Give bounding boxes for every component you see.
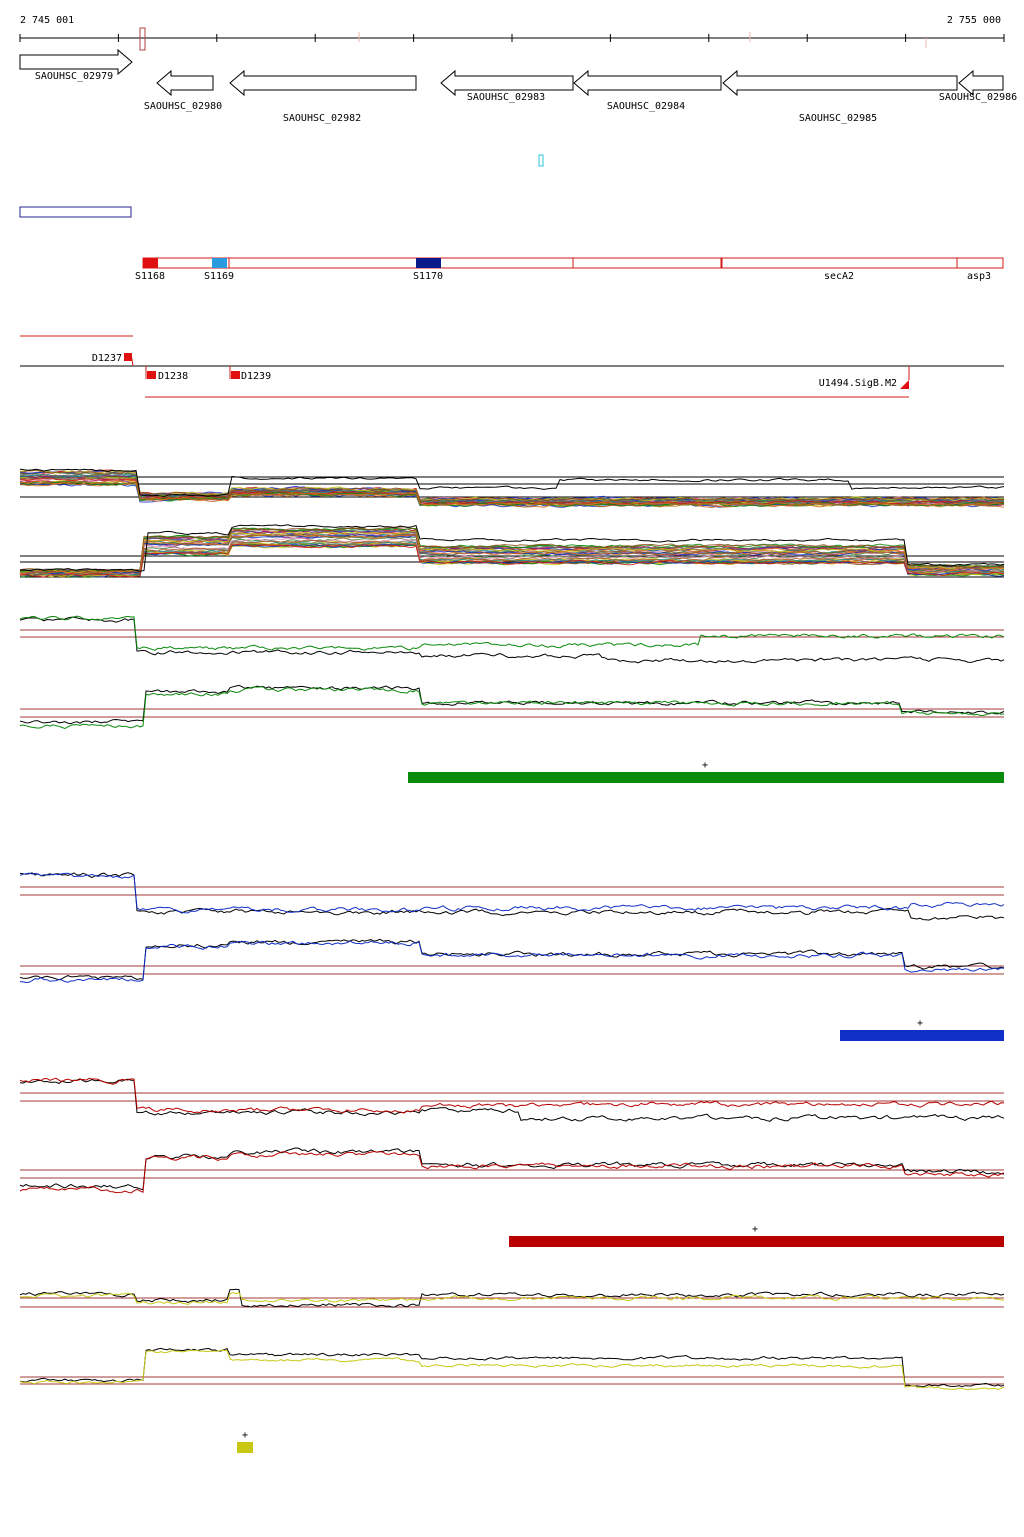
axis-ticks	[19, 34, 1005, 42]
profile-line	[19, 1347, 1005, 1388]
transcript-end-marker[interactable]	[900, 380, 909, 389]
gene-label: SAOUHSC_02980	[144, 101, 222, 112]
profile-line	[19, 1291, 1005, 1306]
coordinate-end-label: 2 755 000	[947, 15, 1001, 26]
bar-plus-label: +	[702, 760, 708, 771]
gene-arrow[interactable]	[440, 69, 574, 97]
profile-line	[19, 530, 1005, 574]
segment-block[interactable]	[143, 258, 158, 268]
gene-label: SAOUHSC_02979	[35, 71, 113, 82]
gene-label: SAOUHSC_02986	[939, 92, 1017, 103]
condition-bar[interactable]	[509, 1236, 1004, 1247]
segment-box[interactable]	[956, 257, 1004, 269]
gene-arrow[interactable]	[958, 69, 1004, 97]
profile-line	[19, 544, 1005, 578]
segment-label: S1169	[204, 271, 234, 282]
profile-line	[19, 1077, 1005, 1114]
cursor-marker[interactable]	[139, 27, 146, 51]
gene-label: SAOUHSC_02982	[283, 113, 361, 124]
profile-line	[19, 686, 1005, 730]
condition-bar[interactable]	[408, 772, 1004, 783]
bar-plus-label: +	[242, 1430, 248, 1441]
segment-label: secA2	[824, 271, 854, 282]
profile-line	[19, 616, 1005, 664]
multi-condition-profiles	[19, 468, 1005, 578]
segment-box[interactable]	[228, 257, 574, 269]
segment-block[interactable]	[212, 258, 227, 268]
transcript-connector	[130, 352, 134, 367]
profile-line	[19, 526, 1004, 573]
condition-bar-yellow: +	[237, 1430, 253, 1453]
profile-line	[19, 539, 1005, 576]
bar-plus-label: +	[752, 1224, 758, 1235]
green-condition-profiles	[19, 615, 1005, 730]
condition-bar[interactable]	[237, 1442, 253, 1453]
condition-bar-blue: +	[840, 1018, 1004, 1041]
profile-line	[19, 524, 1005, 572]
yellow-condition-profiles	[19, 1288, 1005, 1391]
gene-label: SAOUHSC_02985	[799, 113, 877, 124]
coordinate-axis: 2 745 001 2 755 000	[19, 15, 1005, 51]
profile-line	[19, 940, 1005, 984]
transcript-start-marker[interactable]	[147, 371, 156, 379]
transcript-label: U1494.SigB.M2	[819, 378, 897, 389]
gene-label: SAOUHSC_02983	[467, 92, 545, 103]
gene-track: SAOUHSC_02979 SAOUHSC_02980 SAOUHSC_0298…	[19, 48, 1017, 124]
transcript-start-marker[interactable]	[124, 353, 132, 361]
small-feature-marker[interactable]	[538, 154, 544, 167]
bar-plus-label: +	[917, 1018, 923, 1029]
profile-line	[19, 1078, 1005, 1122]
condition-bar[interactable]	[840, 1030, 1004, 1041]
transcript-track: D1237 D1238 D1239 U1494.SigB.M2	[20, 335, 1004, 398]
red-condition-profiles	[19, 1077, 1005, 1194]
condition-bar-red: +	[509, 1224, 1004, 1247]
gene-arrow[interactable]	[722, 69, 958, 97]
profile-line	[19, 480, 1005, 506]
profile-line	[19, 1288, 1005, 1308]
profile-line	[19, 1150, 1005, 1194]
profile-line	[19, 533, 1005, 575]
transcript-label: D1238	[158, 371, 188, 382]
profile-line	[19, 468, 1005, 497]
transcript-start-marker[interactable]	[231, 371, 240, 379]
profile-line	[19, 1349, 1005, 1391]
segment-track: S1168 S1169 S1170 secA2 asp3	[135, 257, 1004, 282]
region-box[interactable]	[19, 206, 132, 218]
segment-label: S1168	[135, 271, 165, 282]
transcript-label: D1239	[241, 371, 271, 382]
profile-line	[19, 469, 1005, 502]
profile-line	[19, 872, 1005, 914]
coordinate-start-label: 2 745 001	[20, 15, 74, 26]
gene-arrow[interactable]	[19, 48, 133, 76]
profile-line	[19, 1147, 1005, 1191]
profile-line	[19, 534, 1005, 575]
condition-bar-green: +	[408, 760, 1004, 783]
segment-block[interactable]	[416, 258, 441, 268]
gene-arrow[interactable]	[156, 69, 214, 97]
gene-label: SAOUHSC_02984	[607, 101, 685, 112]
profile-line	[19, 615, 1005, 651]
segment-label: S1170	[413, 271, 443, 282]
segment-box[interactable]	[572, 257, 722, 269]
gene-arrow[interactable]	[229, 69, 417, 97]
transcript-label: D1237	[92, 353, 122, 364]
segment-box[interactable]	[721, 257, 958, 269]
gene-arrow[interactable]	[573, 69, 722, 97]
segment-label: asp3	[967, 271, 991, 282]
profile-line	[19, 537, 1005, 576]
blue-condition-profiles	[19, 872, 1005, 984]
profile-line	[19, 872, 1005, 921]
profile-line	[19, 469, 1005, 502]
